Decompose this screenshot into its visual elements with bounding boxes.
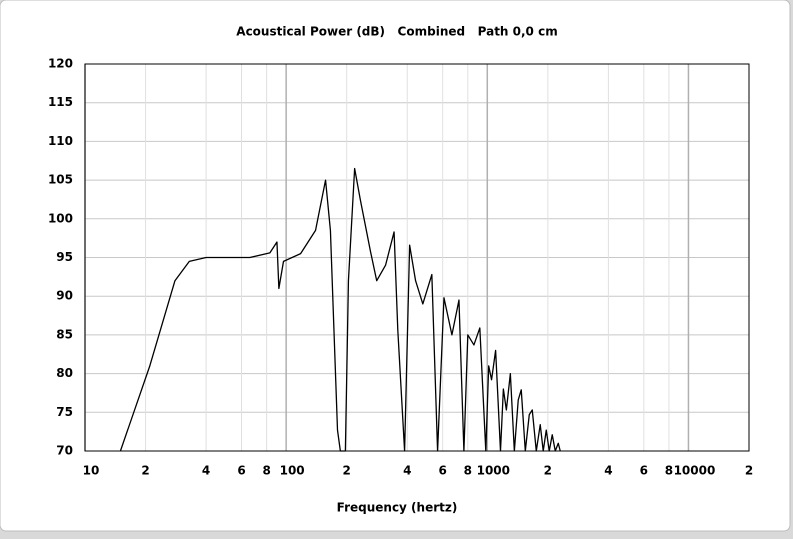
x-tick-label: 8 xyxy=(464,464,472,478)
y-tick-label: 105 xyxy=(48,173,73,187)
plot-frame xyxy=(84,63,750,452)
y-tick-label: 80 xyxy=(56,366,73,380)
y-tick-label: 75 xyxy=(56,405,73,419)
x-tick-label: 8 xyxy=(665,464,673,478)
x-tick-label: 6 xyxy=(640,464,648,478)
x-tick-label: 6 xyxy=(438,464,446,478)
y-tick-label: 110 xyxy=(48,134,73,148)
y-tick-label: 85 xyxy=(56,327,73,341)
x-tick-label: 4 xyxy=(604,464,612,478)
x-tick-label: 6 xyxy=(237,464,245,478)
x-tick-label: 2 xyxy=(745,464,753,478)
y-tick-label: 90 xyxy=(56,289,73,303)
x-tick-label: 2 xyxy=(141,464,149,478)
x-tick-label: 2 xyxy=(544,464,552,478)
x-tick-label: 4 xyxy=(202,464,210,478)
x-tick-label: 2 xyxy=(343,464,351,478)
y-tick-label: 70 xyxy=(56,444,73,458)
x-tick-label: 8 xyxy=(262,464,270,478)
x-tick-label: 4 xyxy=(403,464,411,478)
x-tick-label: 100 xyxy=(280,464,305,478)
y-tick-label: 120 xyxy=(48,57,73,71)
x-axis-label: Frequency (hertz) xyxy=(337,501,458,515)
x-tick-label: 1000 xyxy=(477,464,510,478)
x-tick-label: 10 xyxy=(83,464,100,478)
y-tick-label: 95 xyxy=(56,250,73,264)
chart-title: Acoustical Power (dB) Combined Path 0,0 … xyxy=(236,25,557,39)
x-tick-label: 10000 xyxy=(674,464,716,478)
y-tick-label: 115 xyxy=(48,95,73,109)
y-tick-label: 100 xyxy=(48,211,73,225)
data-line xyxy=(119,167,561,452)
